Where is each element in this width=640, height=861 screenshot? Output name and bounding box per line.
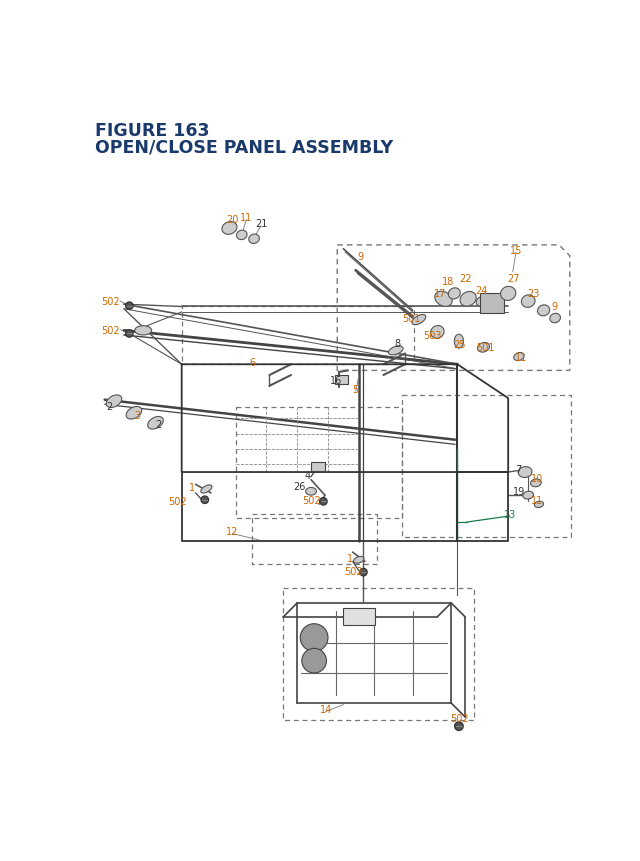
FancyBboxPatch shape [342,609,375,626]
Ellipse shape [523,492,534,499]
Text: 17: 17 [434,289,447,299]
Ellipse shape [135,326,152,336]
Ellipse shape [412,315,426,325]
Ellipse shape [454,335,463,349]
Circle shape [125,331,133,338]
Ellipse shape [306,488,316,496]
Text: 503: 503 [422,331,441,341]
Text: OPEN/CLOSE PANEL ASSEMBLY: OPEN/CLOSE PANEL ASSEMBLY [95,139,394,157]
Text: 5: 5 [353,384,359,394]
Circle shape [454,722,463,731]
Text: 2: 2 [106,401,113,412]
FancyBboxPatch shape [480,294,504,313]
Ellipse shape [126,407,142,419]
Ellipse shape [518,467,532,478]
Text: 18: 18 [442,276,454,287]
Text: 502: 502 [102,325,120,335]
Text: 502: 502 [303,495,321,505]
Circle shape [302,648,326,673]
Circle shape [300,624,328,652]
Ellipse shape [148,417,163,430]
Ellipse shape [388,346,403,356]
Ellipse shape [514,353,524,361]
Text: 25: 25 [453,340,466,350]
Text: 9: 9 [551,301,557,312]
Ellipse shape [522,295,535,308]
Text: 14: 14 [319,704,332,715]
Ellipse shape [431,326,444,339]
Text: FIGURE 163: FIGURE 163 [95,121,210,139]
Text: 501: 501 [403,313,421,324]
Text: 27: 27 [508,274,520,283]
Ellipse shape [201,486,212,493]
Text: 15: 15 [509,246,522,256]
Text: 9: 9 [357,251,364,262]
Circle shape [125,302,133,310]
Circle shape [319,498,327,505]
Text: 502: 502 [168,496,186,506]
Text: 6: 6 [250,357,255,368]
Ellipse shape [460,292,476,307]
FancyBboxPatch shape [310,463,325,471]
Ellipse shape [448,288,460,300]
Text: 1: 1 [189,482,196,492]
Ellipse shape [538,306,550,317]
Text: 12: 12 [227,527,239,536]
Text: 26: 26 [293,481,306,492]
Text: 11: 11 [240,213,253,223]
Text: 11: 11 [515,352,527,362]
Text: 16: 16 [330,375,342,385]
Text: 21: 21 [255,219,267,229]
Text: 13: 13 [504,509,516,519]
Ellipse shape [354,557,364,564]
Circle shape [201,497,209,504]
Ellipse shape [106,395,122,408]
Text: 10: 10 [531,474,543,484]
Ellipse shape [222,222,237,235]
Ellipse shape [236,231,247,240]
Text: 22: 22 [460,274,472,283]
Text: 501: 501 [476,343,494,353]
Text: 3: 3 [134,411,140,420]
Text: 11: 11 [531,495,543,505]
Ellipse shape [477,343,490,353]
Ellipse shape [435,292,452,307]
Text: 502: 502 [102,297,120,307]
Text: 1: 1 [346,554,353,564]
Text: 7: 7 [515,464,522,474]
Ellipse shape [531,480,541,487]
Text: 20: 20 [227,215,239,226]
Ellipse shape [476,297,488,307]
Text: 502: 502 [344,566,363,576]
Text: 19: 19 [513,486,525,496]
Text: 502: 502 [451,714,469,723]
Text: 2: 2 [156,419,162,429]
Text: 23: 23 [527,289,540,299]
Text: 24: 24 [475,286,488,296]
Ellipse shape [550,314,561,324]
Ellipse shape [249,235,259,245]
Text: 8: 8 [394,339,401,349]
Text: 4: 4 [305,471,311,480]
Circle shape [360,569,367,576]
FancyBboxPatch shape [335,376,348,384]
Ellipse shape [500,287,516,301]
Ellipse shape [534,502,543,508]
